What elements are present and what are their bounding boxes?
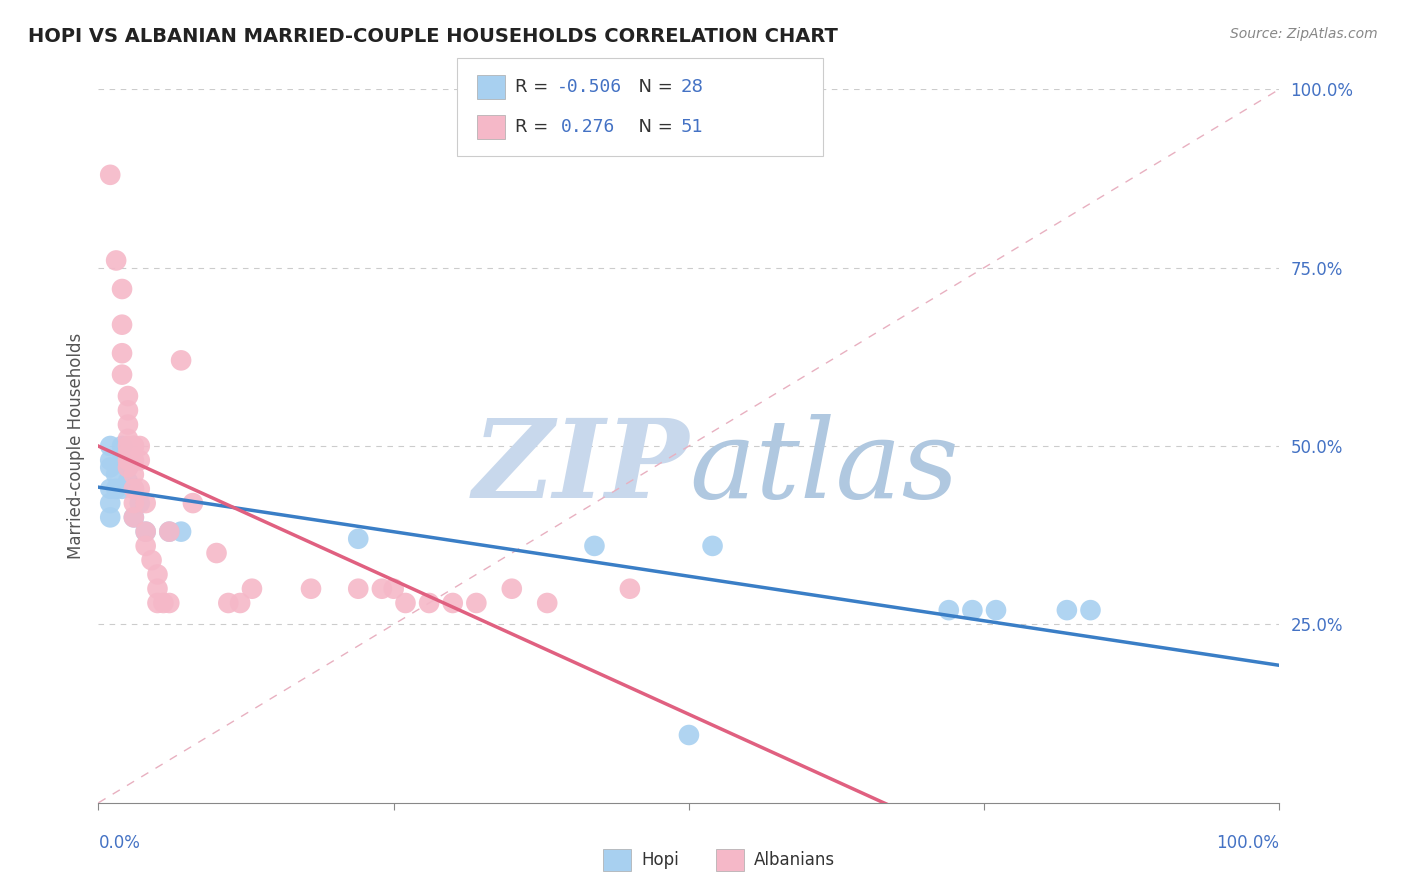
Y-axis label: Married-couple Households: Married-couple Households: [66, 333, 84, 559]
Point: [678, 728, 700, 742]
Point: [394, 596, 416, 610]
Text: 51: 51: [681, 118, 703, 136]
Point: [347, 532, 370, 546]
Point: [117, 475, 139, 489]
Point: [117, 417, 139, 432]
Point: [299, 582, 322, 596]
Point: [984, 603, 1007, 617]
Point: [117, 453, 139, 467]
Text: Source: ZipAtlas.com: Source: ZipAtlas.com: [1230, 27, 1378, 41]
Point: [501, 582, 523, 596]
Point: [111, 346, 134, 360]
Point: [141, 553, 163, 567]
Point: [465, 596, 488, 610]
Point: [98, 460, 121, 475]
Point: [122, 510, 145, 524]
Point: [98, 168, 121, 182]
Point: [128, 482, 150, 496]
Point: [347, 582, 370, 596]
Point: [135, 524, 157, 539]
Point: [418, 596, 440, 610]
Point: [536, 596, 558, 610]
Text: atlas: atlas: [689, 414, 959, 521]
Point: [146, 582, 169, 596]
Point: [152, 596, 174, 610]
Point: [170, 353, 193, 368]
Point: [117, 389, 139, 403]
Point: [105, 253, 128, 268]
Point: [122, 510, 145, 524]
Point: [229, 596, 252, 610]
Point: [702, 539, 724, 553]
Point: [111, 282, 134, 296]
Point: [135, 524, 157, 539]
Point: [122, 496, 145, 510]
Text: Albanians: Albanians: [754, 851, 835, 869]
Point: [135, 496, 157, 510]
Point: [962, 603, 984, 617]
Point: [1056, 603, 1078, 617]
Point: [170, 524, 193, 539]
Point: [128, 496, 150, 510]
Point: [382, 582, 405, 596]
Point: [117, 460, 139, 475]
Point: [98, 439, 121, 453]
Point: [157, 524, 180, 539]
Point: [1080, 603, 1102, 617]
Text: Hopi: Hopi: [641, 851, 679, 869]
Point: [583, 539, 606, 553]
Point: [98, 496, 121, 510]
Point: [117, 460, 139, 475]
Point: [217, 596, 239, 610]
Point: [122, 439, 145, 453]
Point: [111, 318, 134, 332]
Text: N =: N =: [627, 78, 679, 96]
Point: [122, 453, 145, 467]
Point: [122, 439, 145, 453]
Point: [128, 439, 150, 453]
Point: [371, 582, 394, 596]
Point: [128, 453, 150, 467]
Point: [117, 403, 139, 417]
Point: [181, 496, 204, 510]
Text: R =: R =: [515, 118, 560, 136]
Point: [117, 432, 139, 446]
Point: [146, 596, 169, 610]
Point: [122, 467, 145, 482]
Text: ZIP: ZIP: [472, 414, 689, 521]
Point: [111, 439, 134, 453]
Point: [122, 482, 145, 496]
Point: [122, 482, 145, 496]
Point: [98, 510, 121, 524]
Point: [135, 539, 157, 553]
Point: [205, 546, 228, 560]
Text: 0.0%: 0.0%: [98, 834, 141, 852]
Point: [117, 446, 139, 460]
Point: [146, 567, 169, 582]
Point: [938, 603, 960, 617]
Point: [117, 439, 139, 453]
Point: [105, 482, 128, 496]
Point: [111, 368, 134, 382]
Point: [111, 482, 134, 496]
Point: [240, 582, 263, 596]
Point: [157, 524, 180, 539]
Text: -0.506: -0.506: [557, 78, 621, 96]
Text: 0.276: 0.276: [561, 118, 616, 136]
Point: [619, 582, 641, 596]
Text: HOPI VS ALBANIAN MARRIED-COUPLE HOUSEHOLDS CORRELATION CHART: HOPI VS ALBANIAN MARRIED-COUPLE HOUSEHOL…: [28, 27, 838, 45]
Text: 28: 28: [681, 78, 703, 96]
Text: N =: N =: [627, 118, 679, 136]
Point: [157, 596, 180, 610]
Point: [98, 482, 121, 496]
Point: [111, 453, 134, 467]
Point: [98, 453, 121, 467]
Point: [105, 467, 128, 482]
Point: [441, 596, 464, 610]
Text: R =: R =: [515, 78, 554, 96]
Text: 100.0%: 100.0%: [1216, 834, 1279, 852]
